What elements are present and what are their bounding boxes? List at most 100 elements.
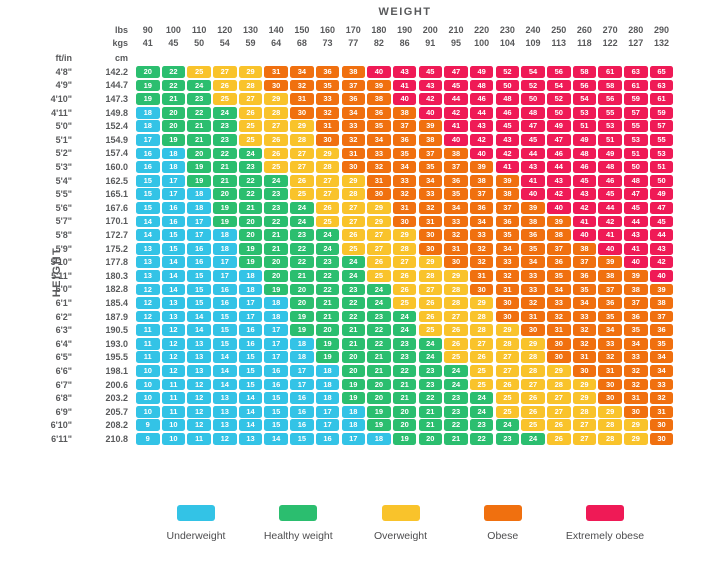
weight-axis-title: WEIGHT [378,6,432,18]
bmi-cell: 16 [264,378,288,391]
bmi-cell: 17 [136,133,160,146]
bmi-cell: 38 [341,66,365,78]
bmi-cell: 38 [521,215,545,228]
bmi-cell: 37 [444,161,468,173]
bmi-row: 4'11" 149.8 18 20 22 24 26 28 30 32 34 36 38 40 42 44 46… [0,106,720,119]
bmi-cell: 15 [238,378,263,391]
bmi-cell: 14 [238,405,263,418]
bmi-cell: 20 [392,405,417,418]
bmi-cell: 22 [392,365,417,377]
bmi-cell: 42 [418,93,443,105]
bmi-cell: 28 [315,161,340,173]
bmi-cell: 24 [341,256,365,269]
bmi-cell: 19 [367,405,391,418]
bmi-cell: 30 [495,297,520,309]
bmi-cell: 12 [136,310,160,323]
bmi-cell: 29 [547,365,571,377]
bmi-cell: 45 [624,201,648,214]
bmi-cell: 32 [572,324,597,337]
bmi-cell: 18 [341,419,365,432]
bmi-cell: 33 [521,269,545,282]
bmi-cell: 16 [161,215,186,228]
bmi-cell: 44 [521,147,545,160]
bmi-cell: 30 [367,188,391,201]
weight-value: 190 [397,25,413,35]
bmi-cell: 14 [161,256,186,269]
bmi-cell: 22 [469,433,494,445]
bmi-cell: 22 [161,66,186,78]
bmi-cell: 26 [495,378,520,391]
bmi-cell: 32 [572,337,597,350]
bmi-cell: 21 [264,242,288,255]
bmi-cell: 46 [469,93,494,105]
height-cm-label: 182.8 [105,284,128,295]
bmi-cell: 32 [367,161,391,173]
bmi-cell: 34 [598,324,622,337]
bmi-cell: 30 [315,133,340,146]
bmi-cell: 61 [649,93,674,105]
bmi-cell: 56 [547,66,571,78]
height-ftin-label: 5'1" [55,134,72,145]
bmi-cell: 32 [547,310,571,323]
bmi-cell: 29 [572,378,597,391]
bmi-cell: 20 [367,378,391,391]
height-cm-label: 154.9 [105,134,128,145]
bmi-cell: 31 [418,215,443,228]
bmi-cell: 31 [649,405,674,418]
bmi-cell: 31 [444,242,468,255]
weight-value: 122 [602,38,618,48]
bmi-cell: 32 [649,392,674,405]
weight-value: 280 [628,25,644,35]
bmi-cell: 21 [213,174,237,187]
bmi-cell: 46 [598,174,622,187]
bmi-cell: 15 [238,365,263,377]
bmi-row: 5'1" 154.9 17 19 21 23 25 26 28 30 32 34 36 38 40 42 43 4… [0,133,720,146]
bmi-cell: 40 [418,106,443,119]
legend-item: Extremely obese [557,505,653,543]
height-ftin-label: 6'4" [55,338,72,349]
bmi-cell: 32 [598,351,622,364]
bmi-cell: 15 [264,392,288,405]
bmi-cell: 38 [624,283,648,296]
bmi-cell: 12 [161,365,186,377]
bmi-cell: 31 [547,324,571,337]
bmi-cell: 9 [136,433,160,445]
bmi-cell: 38 [444,147,468,160]
height-cm-label: 200.6 [105,379,128,390]
weight-value: 160 [320,25,336,35]
bmi-cell: 25 [418,324,443,337]
bmi-cell: 22 [264,215,288,228]
bmi-row: 6'11" 210.8 9 10 11 12 13 14 15 16 17 18 19 20 21 22 23 2… [0,433,720,445]
bmi-cell: 29 [315,147,340,160]
bmi-cell: 17 [341,433,365,445]
bmi-cell: 38 [418,133,443,146]
bmi-cell: 29 [469,297,494,309]
bmi-cell: 21 [238,201,263,214]
bmi-cell: 14 [213,365,237,377]
bmi-row: 5'11" 180.3 13 14 15 17 18 20 21 22 24 25 26 28 29 31 32… [0,269,720,282]
bmi-cell: 36 [521,229,545,241]
legend-label: Underweight [166,530,226,542]
bmi-cell: 37 [572,256,597,269]
weight-value: 132 [653,38,670,48]
bmi-cell: 31 [367,174,391,187]
bmi-cell: 18 [238,283,263,296]
bmi-cell: 54 [547,79,571,92]
bmi-cell: 13 [213,392,237,405]
bmi-cell: 28 [521,365,545,377]
height-cm-label: 175.2 [105,243,128,254]
bmi-cell: 31 [290,93,314,105]
bmi-cell: 27 [290,161,314,173]
bmi-cell: 40 [392,93,417,105]
bmi-cell: 25 [213,93,237,105]
bmi-cell: 13 [238,433,263,445]
height-ftin-label: 5'9" [55,243,72,254]
bmi-cell: 53 [572,106,597,119]
bmi-cell: 22 [341,310,365,323]
bmi-cell: 34 [290,66,314,78]
bmi-cell: 21 [187,133,211,146]
bmi-cell: 37 [649,310,674,323]
bmi-cell: 21 [315,310,340,323]
bmi-cell: 18 [264,297,288,309]
bmi-cell: 16 [264,365,288,377]
